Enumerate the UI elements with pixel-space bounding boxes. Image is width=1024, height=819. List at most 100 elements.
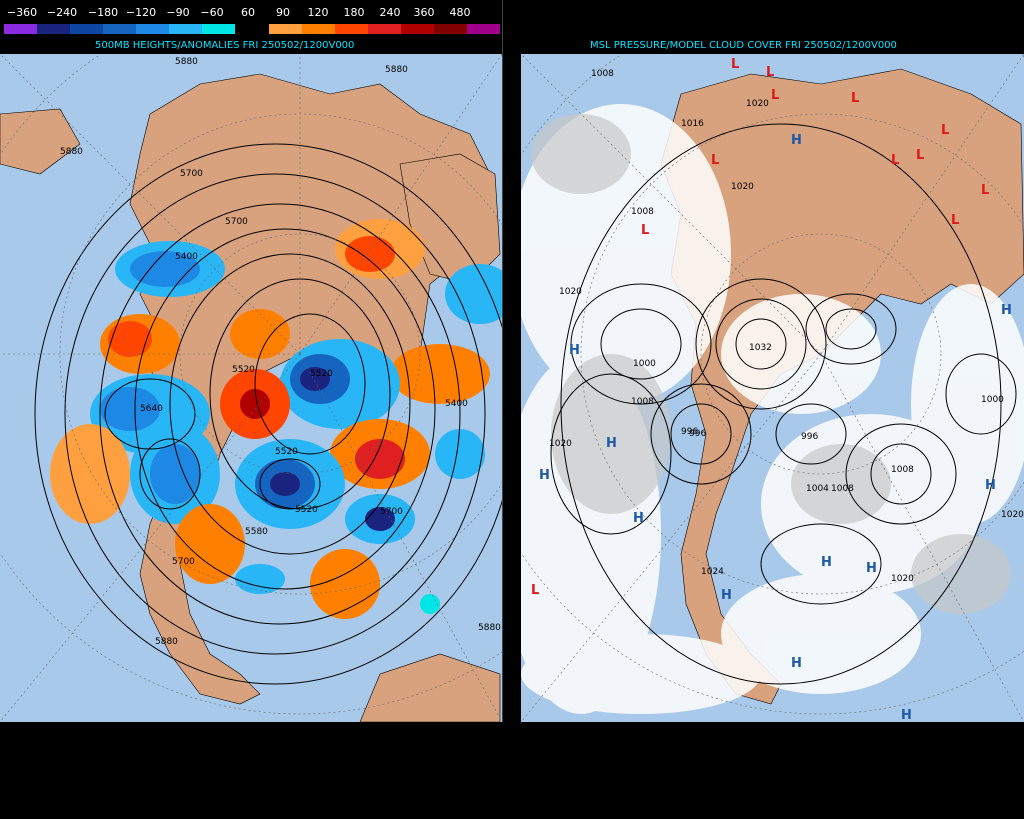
isobar-label: 1020 xyxy=(731,182,754,192)
legend-label: −60 xyxy=(200,6,224,19)
bottom-black-bar xyxy=(0,722,1024,819)
low-pressure-symbol: L xyxy=(711,153,719,168)
legend-label: −240 xyxy=(46,6,78,19)
land-masses-right xyxy=(660,68,1024,705)
high-pressure-symbol: H xyxy=(791,656,802,671)
contour-label: 5700 xyxy=(380,507,403,517)
legend-label: −120 xyxy=(125,6,157,19)
high-pressure-symbol: H xyxy=(985,478,996,493)
high-pressure-symbol: H xyxy=(606,436,617,451)
low-pressure-symbol: L xyxy=(531,583,539,598)
contour-label: 5400 xyxy=(175,252,198,262)
legend-label: 60 xyxy=(241,6,255,19)
contour-labels: 5880 5700 5880 5880 5700 5400 5520 5520 … xyxy=(60,57,501,647)
isobar-labels: 1008 1016 1020 1008 1020 1000 1032 996 1… xyxy=(549,69,1024,584)
legend-swatch xyxy=(400,24,434,34)
legend-swatch xyxy=(301,24,335,34)
isobar-label: 1024 xyxy=(701,567,724,577)
low-pressure-symbol: L xyxy=(951,213,959,228)
legend-swatch xyxy=(103,24,137,34)
contour-label: 5880 xyxy=(175,57,198,67)
isobar-label: 996 xyxy=(681,427,698,437)
high-pressure-symbol: H xyxy=(791,133,802,148)
msl-pressure-map: 1008 1016 1020 1008 1020 1000 1032 996 1… xyxy=(521,54,1024,722)
legend-label: 120 xyxy=(307,6,329,19)
legend-label: 90 xyxy=(276,6,290,19)
panel-divider xyxy=(502,0,521,819)
high-pressure-symbol: H xyxy=(1001,303,1012,318)
legend-swatch xyxy=(334,24,368,34)
legend-label: 480 xyxy=(449,6,471,19)
heights-anomalies-map: 5880 5700 5880 5880 5700 5400 5520 5520 … xyxy=(0,54,502,722)
isobar-label: 1008 xyxy=(831,484,854,494)
low-pressure-symbol: L xyxy=(851,91,859,106)
contour-label: 5700 xyxy=(172,557,195,567)
isobar-label: 1020 xyxy=(1001,510,1024,520)
legend-swatch xyxy=(367,24,401,34)
legend-label: −90 xyxy=(166,6,190,19)
isobar-label: 1008 xyxy=(591,69,614,79)
right-panel-title: MSL PRESSURE/MODEL CLOUD COVER FRI 25050… xyxy=(590,40,897,51)
legend-swatch xyxy=(235,24,269,34)
legend-label: −360 xyxy=(6,6,38,19)
legend-swatch xyxy=(466,24,500,34)
isobar-label: 1008 xyxy=(631,397,654,407)
high-pressure-symbol: H xyxy=(821,555,832,570)
contour-label: 5880 xyxy=(478,623,501,633)
contour-label: 5520 xyxy=(232,365,255,375)
low-pressure-symbol: L xyxy=(731,57,739,72)
high-pressure-symbol: H xyxy=(569,343,580,358)
isobar-label: 996 xyxy=(689,429,706,439)
legend-label: −180 xyxy=(87,6,119,19)
isobars xyxy=(550,123,1017,685)
legend-swatch xyxy=(136,24,170,34)
contour-label: 5580 xyxy=(245,527,268,537)
contour-label: 5640 xyxy=(140,404,163,414)
low-pressure-symbol: L xyxy=(641,223,649,238)
heights-map-svg: 5880 5700 5880 5880 5700 5400 5520 5520 … xyxy=(0,54,502,722)
contour-label: 5700 xyxy=(180,169,203,179)
isobar-label: 1020 xyxy=(746,99,769,109)
isobar-label: 1004 xyxy=(806,484,829,494)
legend-swatch xyxy=(37,24,71,34)
legend-swatch xyxy=(4,24,38,34)
isobar-label: 1008 xyxy=(891,465,914,475)
low-pressure-symbol: L xyxy=(981,183,989,198)
anomaly-legend-labels: −360 −240 −180 −120 −90 −60 60 90 120 18… xyxy=(0,6,502,20)
legend-swatch xyxy=(202,24,236,34)
contour-label: 5520 xyxy=(310,369,333,379)
legend-swatch xyxy=(70,24,104,34)
legend-swatch xyxy=(169,24,203,34)
legend-swatch xyxy=(268,24,302,34)
contour-label: 5520 xyxy=(275,447,298,457)
low-pressure-symbol: L xyxy=(891,153,899,168)
graticule-right xyxy=(521,54,1024,722)
low-pressure-symbol: L xyxy=(941,123,949,138)
high-pressure-symbol: H xyxy=(633,511,644,526)
isobar-label: 1020 xyxy=(559,287,582,297)
pressure-map-svg: 1008 1016 1020 1008 1020 1000 1032 996 1… xyxy=(521,54,1024,722)
isobar-label: 996 xyxy=(801,432,818,442)
low-pressure-symbol: L xyxy=(766,65,774,80)
low-pressure-symbol: L xyxy=(916,148,924,163)
contour-label: 5880 xyxy=(60,147,83,157)
isobar-label: 1000 xyxy=(981,395,1004,405)
pressure-centers: H H H H H H H H H H H H L L L L L L L L … xyxy=(531,57,1012,722)
isobar-label: 1016 xyxy=(681,119,704,129)
legend-label: 360 xyxy=(413,6,435,19)
contour-label: 5520 xyxy=(295,505,318,515)
high-pressure-symbol: H xyxy=(539,468,550,483)
anomaly-color-bar xyxy=(4,24,500,34)
high-pressure-symbol: H xyxy=(866,561,877,576)
contour-label: 5880 xyxy=(385,65,408,75)
isobar-label: 1000 xyxy=(633,359,656,369)
isobar-label: 1032 xyxy=(749,343,772,353)
graticule xyxy=(0,54,502,722)
contour-label: 5880 xyxy=(155,637,178,647)
legend-label: 240 xyxy=(379,6,401,19)
isobar-label: 1020 xyxy=(891,574,914,584)
isobar-label: 1008 xyxy=(631,207,654,217)
high-pressure-symbol: H xyxy=(901,708,912,722)
legend-swatch xyxy=(433,24,467,34)
cloud-cover-gray xyxy=(531,114,1011,614)
